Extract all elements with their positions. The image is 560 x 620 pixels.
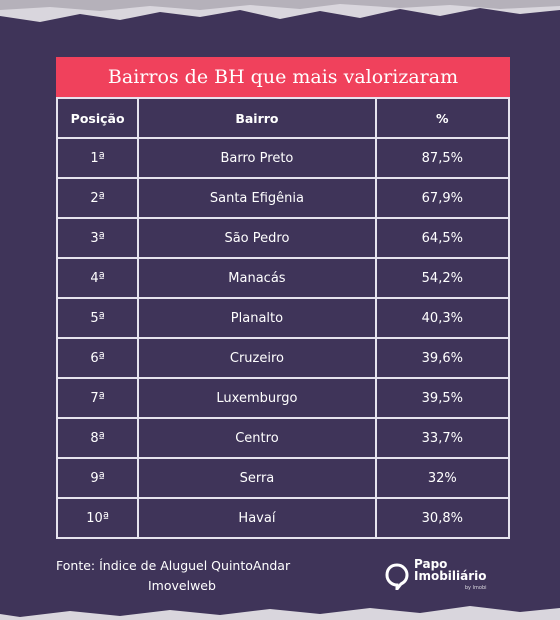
neighborhood-cell: Luxemburgo (137, 377, 377, 419)
column-header-bairro: Bairro (137, 97, 377, 139)
neighborhood-cell: São Pedro (137, 217, 377, 259)
column-header-posicao: Posição (55, 97, 140, 139)
table-row: 6ª Cruzeiro 39,6% (55, 337, 511, 379)
percent-cell: 32% (374, 457, 511, 499)
neighborhood-cell: Centro (137, 417, 377, 459)
percent-cell: 87,5% (374, 137, 511, 179)
table-row: 2ª Santa Efigênia 67,9% (55, 177, 511, 219)
torn-paper-top-decoration (0, 0, 560, 22)
neighborhood-cell: Havaí (137, 497, 377, 539)
table-title: Bairros de BH que mais valorizaram (56, 57, 510, 97)
torn-paper-bottom-decoration (0, 606, 560, 620)
position-cell: 10ª (55, 497, 140, 539)
papo-imobiliario-logo: Papo Imobiliário by Imobi (384, 558, 487, 594)
table-header-row: Posição Bairro % (55, 97, 511, 139)
percent-cell: 40,3% (374, 297, 511, 339)
table-row: 10ª Havaí 30,8% (55, 497, 511, 539)
logo-line-1: Papo (414, 557, 448, 571)
neighborhood-cell: Barro Preto (137, 137, 377, 179)
position-cell: 7ª (55, 377, 140, 419)
table-row: 5ª Planalto 40,3% (55, 297, 511, 339)
ranking-table: Posição Bairro % 1ª Barro Preto 87,5% 2ª… (55, 97, 511, 539)
position-cell: 9ª (55, 457, 140, 499)
logo-line-2: Imobiliário (414, 569, 487, 583)
table-row: 3ª São Pedro 64,5% (55, 217, 511, 259)
table-row: 1ª Barro Preto 87,5% (55, 137, 511, 179)
papo-imobiliario-logo-icon (385, 563, 409, 590)
table-row: 7ª Luxemburgo 39,5% (55, 377, 511, 419)
position-cell: 3ª (55, 217, 140, 259)
percent-cell: 39,5% (374, 377, 511, 419)
column-header-percent: % (374, 97, 511, 139)
table-row: 9ª Serra 32% (55, 457, 511, 499)
table-row: 8ª Centro 33,7% (55, 417, 511, 459)
position-cell: 5ª (55, 297, 140, 339)
percent-cell: 39,6% (374, 337, 511, 379)
position-cell: 4ª (55, 257, 140, 299)
percent-cell: 64,5% (374, 217, 511, 259)
source-note: Fonte: Índice de Aluguel QuintoAndar Imo… (56, 556, 290, 596)
table-row: 4ª Manacás 54,2% (55, 257, 511, 299)
neighborhood-cell: Manacás (137, 257, 377, 299)
neighborhood-cell: Planalto (137, 297, 377, 339)
table-title-text: Bairros de BH que mais valorizaram (107, 66, 459, 88)
neighborhood-cell: Serra (137, 457, 377, 499)
source-line-1: Fonte: Índice de Aluguel QuintoAndar (56, 558, 291, 573)
percent-cell: 33,7% (374, 417, 511, 459)
percent-cell: 67,9% (374, 177, 511, 219)
neighborhood-cell: Cruzeiro (137, 337, 377, 379)
source-line-2: Imovelweb (148, 578, 216, 593)
position-cell: 2ª (55, 177, 140, 219)
percent-cell: 54,2% (374, 257, 511, 299)
position-cell: 8ª (55, 417, 140, 459)
percent-cell: 30,8% (374, 497, 511, 539)
position-cell: 6ª (55, 337, 140, 379)
logo-tagline: by Imobi (464, 585, 487, 591)
neighborhood-cell: Santa Efigênia (137, 177, 377, 219)
position-cell: 1ª (55, 137, 140, 179)
